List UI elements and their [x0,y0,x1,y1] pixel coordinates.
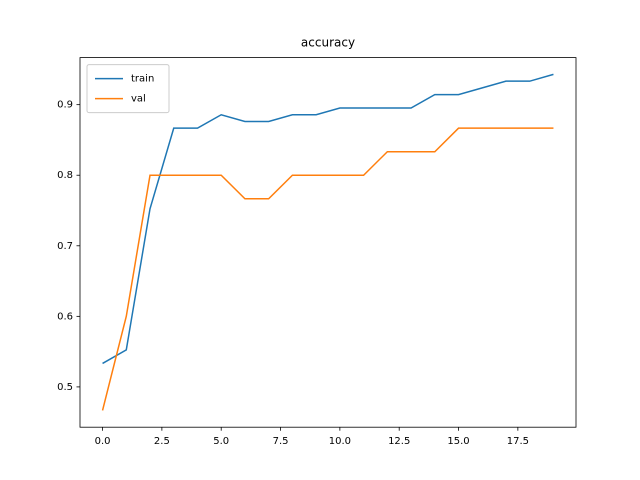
plot-frame [79,57,577,428]
y-tick-label: 0.8 [57,170,73,181]
x-tick-label: 7.5 [273,436,289,447]
x-tick-label: 2.5 [154,436,170,447]
x-tick-label: 12.5 [388,436,410,447]
y-tick-label: 0.6 [57,311,73,322]
legend-box [86,64,170,114]
legend-label: val [131,94,146,105]
y-tick-label: 0.5 [57,382,73,393]
y-tick-label: 0.9 [57,100,73,111]
series-line [101,127,554,411]
x-tick-label: 0.0 [95,436,111,447]
y-tick-label: 0.7 [57,241,73,252]
chart-title: accuracy [301,36,355,50]
x-tick-label: 15.0 [447,436,469,447]
x-tick-label: 5.0 [213,436,229,447]
x-tick-label: 17.5 [507,436,529,447]
series-line [102,73,554,365]
legend-label: train [131,74,154,85]
x-tick-label: 10.0 [329,436,351,447]
